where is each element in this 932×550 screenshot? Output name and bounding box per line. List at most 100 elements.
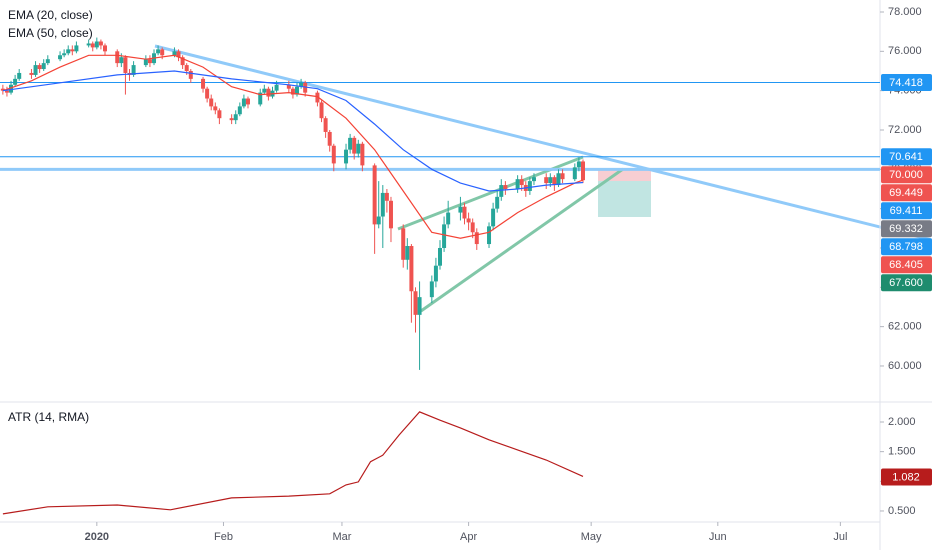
candle-body [487, 226, 492, 245]
candle-body [572, 167, 577, 180]
candle-body [433, 265, 438, 282]
candle-body [184, 65, 189, 71]
candle-body [401, 228, 406, 260]
candle-body [470, 222, 475, 233]
candle-body [180, 57, 185, 66]
indicator-line [2, 54, 584, 239]
risk-zone [598, 170, 651, 181]
price-label-box [881, 73, 932, 91]
candle-body [491, 208, 496, 227]
indicator-line [2, 411, 584, 515]
candle-body [258, 92, 263, 105]
candle-body [348, 137, 353, 150]
candle-body [344, 149, 349, 164]
candle-body [290, 88, 295, 95]
candle-body [17, 72, 22, 79]
candle-body [209, 98, 214, 107]
price-label-box [881, 202, 932, 220]
candle-body [274, 84, 279, 91]
plot-area [0, 37, 880, 370]
candle-body [515, 179, 520, 189]
legend-entry: EMA (20, close) [8, 8, 93, 22]
last-value-box [881, 468, 932, 486]
candle-body [29, 72, 34, 75]
candle-body [556, 173, 561, 186]
candle-body [245, 98, 250, 105]
x-tick-label: Apr [460, 531, 477, 543]
candle-body [33, 65, 38, 75]
candle-body [160, 49, 165, 56]
candle-body [262, 88, 267, 93]
x-tick-label: Mar [332, 531, 351, 543]
x-tick-label: Jul [833, 531, 847, 543]
legend-entry: EMA (50, close) [8, 26, 93, 40]
candle-body [66, 49, 71, 54]
candle-body [156, 49, 161, 54]
candle-body [576, 161, 581, 168]
candle-body [119, 57, 124, 64]
candle-body [323, 118, 328, 132]
candle-body [41, 63, 46, 70]
price-label: 68.405 [889, 259, 923, 271]
candle-body [94, 41, 99, 48]
candle-body [442, 224, 447, 248]
candle-body [552, 177, 557, 186]
target-zone [598, 181, 651, 217]
price-label: 69.411 [890, 205, 923, 217]
candle-body [237, 106, 242, 115]
candle-body [0, 88, 5, 91]
candle-body [147, 59, 152, 64]
price-label-box [881, 220, 932, 238]
candle-body [495, 196, 500, 209]
candle-body [384, 192, 389, 201]
price-label-box [881, 148, 932, 166]
candle-body [462, 206, 467, 219]
candle-body [98, 41, 103, 46]
candle-body [62, 53, 67, 56]
x-tick-label: May [581, 531, 602, 543]
candle-body [405, 246, 410, 260]
candle-body [356, 143, 361, 154]
y-tick-label: 76.000 [888, 45, 922, 57]
price-label-box [881, 256, 932, 274]
candle-body [548, 177, 553, 184]
user-drawings [154, 44, 932, 313]
y-tick-label: 72.000 [888, 124, 922, 136]
price-label: 70.000 [889, 169, 923, 181]
candle-body [544, 177, 549, 184]
candle-body [70, 49, 75, 52]
trend-line [154, 44, 932, 242]
candle-body [45, 59, 50, 64]
candle-body [474, 232, 479, 245]
candle-body [74, 45, 79, 52]
candle-body [37, 65, 42, 70]
candle-body [331, 145, 336, 164]
candle-body [213, 106, 218, 111]
candle-body [376, 216, 381, 225]
candle-body [531, 177, 536, 182]
wedge-lower [420, 167, 624, 313]
price-label-box [881, 238, 932, 256]
candle-body [527, 181, 532, 191]
candle-body [205, 88, 210, 99]
candle-body [123, 57, 128, 73]
candle-body [143, 59, 148, 66]
candle-body [4, 90, 9, 93]
price-label: 69.332 [889, 223, 923, 235]
candle-body [388, 200, 393, 229]
candle-body [319, 102, 324, 119]
candle-body [131, 65, 136, 75]
candle-body [503, 185, 508, 189]
candle-body [446, 212, 451, 225]
price-label: 68.798 [889, 241, 923, 253]
candle-body [303, 82, 308, 93]
indicator-line [2, 70, 584, 192]
price-label: 69.449 [889, 187, 923, 199]
candle-body [201, 78, 206, 89]
candle-body [266, 88, 271, 97]
candle-body [580, 161, 585, 181]
x-tick-label: Jun [709, 531, 727, 543]
candle-body [295, 86, 300, 95]
